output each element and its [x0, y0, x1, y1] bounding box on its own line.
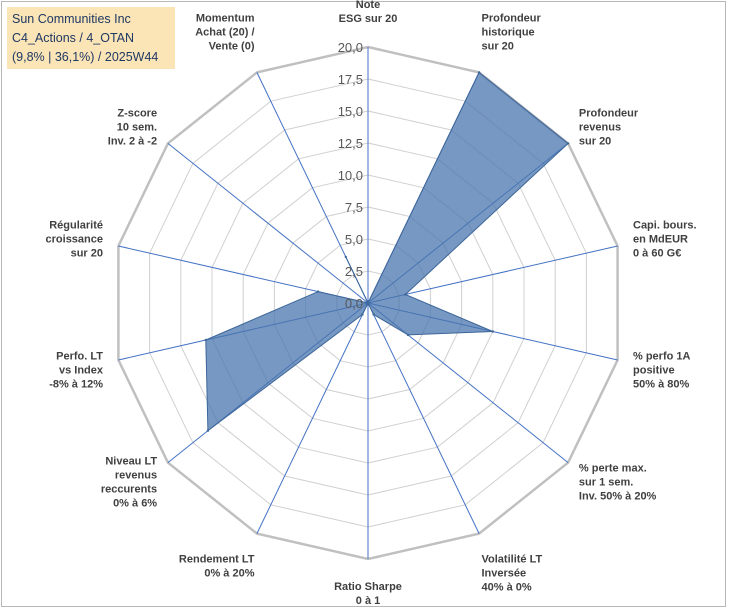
axis-label-12-line-1: 10 sem. [117, 121, 157, 133]
tick-label-2: 5,0 [345, 232, 363, 247]
axis-label-7-line-0: Ratio Sharpe [334, 581, 402, 593]
radar-series [204, 71, 570, 432]
axis-label-13: Momentum Achat (20) / Vente (0) [195, 13, 255, 53]
tick-label-3: 7,5 [345, 200, 363, 215]
axis-label-5-line-2: Inv. 50% à 20% [579, 491, 657, 503]
radar-tick-labels: 0,0 2,5 5,0 7,5 10,0 12,5 15,0 17,5 20,0 [338, 40, 363, 311]
axis-label-6-line-2: 40% à 0% [482, 581, 532, 593]
series-area-0 [205, 71, 569, 432]
axis-label-8: Rendement LT 0% à 20% [179, 553, 255, 579]
axis-label-13-line-1: Achat (20) / [195, 27, 254, 39]
data-point-9 [206, 429, 210, 432]
data-point-4 [491, 330, 494, 333]
axis-label-1-line-0: Profondeur [482, 13, 542, 25]
tick-label-4: 10,0 [338, 168, 363, 183]
axis-label-8-line-1: 0% à 20% [204, 567, 254, 579]
axis-label-0-line-0: Note [356, 0, 380, 11]
axis-label-13-line-0: Momentum [196, 13, 255, 25]
axis-label-12: Z-score 10 sem. Inv. 2 à -2 [108, 107, 157, 147]
axis-label-7: Ratio Sharpe 0 à 1 [334, 581, 402, 607]
axis-label-3-line-0: Capi. bours. [633, 220, 697, 232]
title-line-category: C4_Actions / 4_OTAN [12, 31, 135, 45]
tick-label-1: 2,5 [345, 264, 363, 279]
axis-label-0: Note ESG sur 20 [339, 0, 398, 25]
axis-label-9: Niveau LT revenus reccurents 0% à 6% [101, 456, 158, 510]
axis-label-10-line-2: -8% à 12% [49, 378, 103, 390]
axis-label-9-line-1: revenus [115, 470, 157, 482]
axis-label-11-line-0: Régularité [49, 220, 103, 232]
data-point-5 [406, 333, 410, 337]
axis-label-2-line-1: revenus [579, 121, 621, 133]
axis-label-3: Capi. bours. en MdEUR 0 à 60 G€ [633, 220, 697, 260]
tick-label-7: 17,5 [338, 72, 363, 87]
axis-label-12-line-2: Inv. 2 à -2 [108, 135, 157, 147]
axis-label-0-line-1: ESG sur 20 [339, 13, 398, 25]
axis-label-9-line-2: reccurents [101, 484, 157, 496]
spoke-12 [167, 143, 369, 304]
axis-label-4-line-0: % perfo 1A [633, 350, 691, 362]
axis-label-6: Volatilité LT Inversée 40% à 0% [482, 553, 543, 593]
axis-label-2: Profondeur revenus sur 20 [579, 107, 639, 147]
axis-label-11: Régularité croissance sur 20 [46, 220, 103, 260]
axis-label-8-line-0: Rendement LT [179, 553, 255, 565]
axis-label-10-line-0: Perfo. LT [56, 350, 103, 362]
axis-label-6-line-1: Inversée [482, 567, 527, 579]
axis-label-1: Profondeur historique sur 20 [482, 13, 542, 53]
data-point-6 [372, 313, 375, 316]
title-line-stats: (9,8% | 36,1%) / 2025W44 [12, 50, 159, 64]
data-point-12 [366, 301, 370, 305]
axis-label-1-line-2: sur 20 [482, 41, 514, 53]
axis-label-9-line-3: 0% à 6% [113, 498, 157, 510]
axis-label-2-line-2: sur 20 [579, 135, 611, 147]
axis-label-13-line-2: Vente (0) [209, 41, 255, 53]
axis-label-4-line-1: positive [633, 364, 675, 376]
axis-label-3-line-2: 0 à 60 G€ [633, 248, 681, 260]
axis-label-2-line-0: Profondeur [579, 107, 639, 119]
axis-label-11-line-1: croissance [46, 234, 103, 246]
data-point-10 [204, 338, 207, 342]
data-point-3 [404, 293, 407, 296]
tick-label-0: 0,0 [345, 296, 363, 311]
data-point-8 [361, 313, 364, 316]
data-point-13 [344, 255, 347, 259]
axis-label-3-line-1: en MdEUR [633, 234, 688, 246]
spoke-3 [367, 245, 618, 304]
data-point-11 [316, 290, 320, 293]
axis-label-4: % perfo 1A positive 50% à 80% [633, 350, 691, 390]
tick-label-5: 12,5 [338, 136, 363, 151]
spoke-6 [367, 302, 480, 534]
axis-label-5-line-1: sur 1 sem. [579, 477, 633, 489]
title-line-company: Sun Communities Inc [12, 12, 131, 26]
data-point-1 [477, 71, 481, 74]
axis-label-6-line-0: Volatilité LT [482, 553, 543, 565]
axis-label-12-line-0: Z-score [117, 107, 157, 119]
axis-label-4-line-2: 50% à 80% [633, 378, 689, 390]
axis-label-11-line-2: sur 20 [71, 248, 103, 260]
spoke-8 [256, 302, 369, 534]
data-point-2 [566, 142, 570, 145]
axis-label-5: % perte max. sur 1 sem. Inv. 50% à 20% [579, 463, 657, 503]
axis-label-7-line-1: 0 à 1 [356, 595, 380, 607]
radar-axis-labels: Note ESG sur 20 Profondeur historique sur 20… [46, 0, 697, 607]
axis-label-9-line-0: Niveau LT [105, 456, 157, 468]
axis-label-10: Perfo. LT vs Index -8% à 12% [49, 350, 104, 390]
tick-label-8: 20,0 [338, 40, 363, 55]
axis-label-1-line-1: historique [482, 27, 535, 39]
axis-label-10-line-1: vs Index [59, 364, 104, 376]
title-box: Sun Communities Inc C4_Actions / 4_OTAN … [7, 7, 175, 69]
tick-label-6: 15,0 [338, 104, 363, 119]
axis-label-5-line-0: % perte max. [579, 463, 647, 475]
